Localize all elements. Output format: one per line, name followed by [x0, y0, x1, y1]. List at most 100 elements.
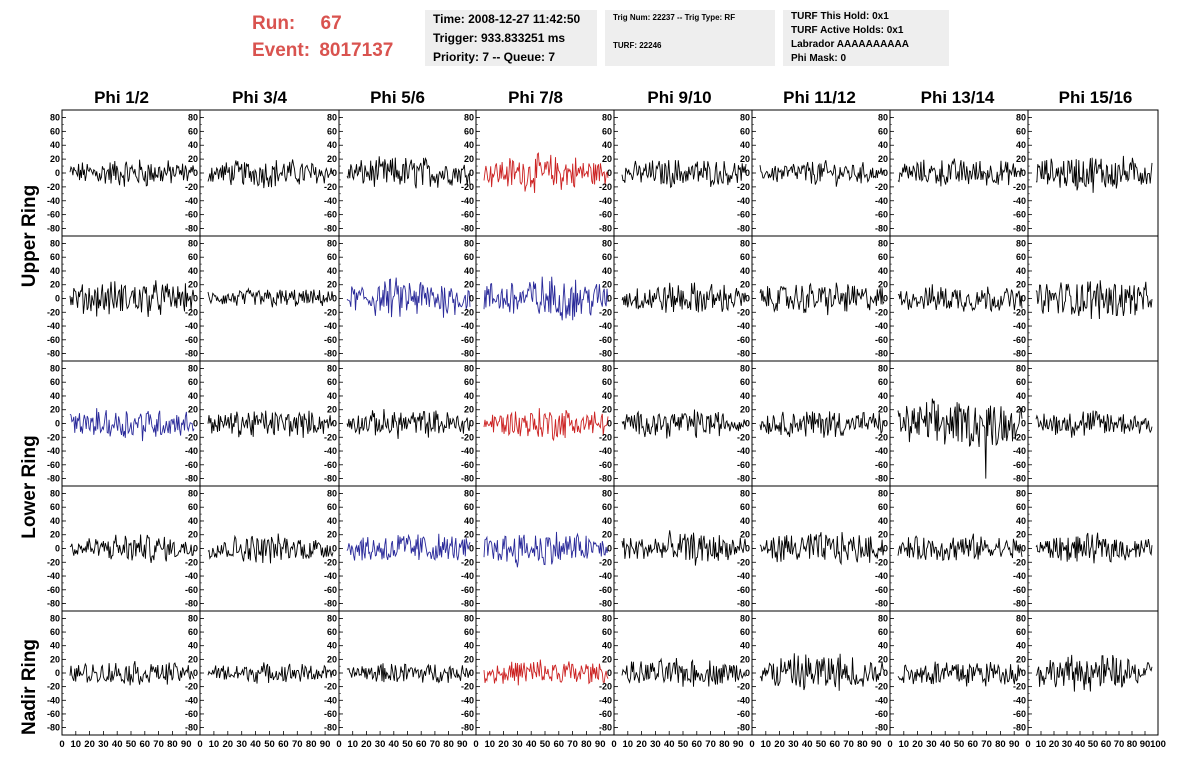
y-tick-label: -80 [737, 599, 750, 609]
y-tick-label: -80 [47, 349, 60, 359]
y-tick-label: -80 [737, 349, 750, 359]
y-tick-label: -20 [599, 182, 612, 192]
y-tick-label: -80 [875, 723, 888, 733]
waveform-trace [621, 409, 747, 439]
x-tick-label: 70 [843, 739, 854, 750]
y-tick-label: 0 [469, 668, 474, 678]
x-tick-label: 0 [1025, 739, 1030, 750]
y-tick-label: 20 [464, 405, 474, 415]
x-tick-label: 10 [623, 739, 634, 750]
y-tick-label: -60 [875, 335, 888, 345]
x-tick-label: 60 [278, 739, 289, 750]
x-tick-label: 60 [830, 739, 841, 750]
y-tick-label: -80 [875, 224, 888, 234]
y-tick-label: -20 [47, 307, 60, 317]
y-tick-label: 60 [1016, 252, 1026, 262]
waveform-trace [621, 282, 747, 313]
y-tick-label: -40 [875, 196, 888, 206]
y-tick-label: -20 [47, 432, 60, 442]
y-tick-label: 40 [188, 516, 198, 526]
event-row: Event: 8017137 [252, 37, 393, 64]
x-tick-label: 50 [1088, 739, 1099, 750]
y-tick-label: -60 [47, 585, 60, 595]
y-tick-label: 20 [878, 530, 888, 540]
y-tick-label: 60 [1016, 502, 1026, 512]
y-tick-label: -20 [875, 557, 888, 567]
y-tick-label: -20 [324, 557, 337, 567]
y-tick-label: -60 [324, 709, 337, 719]
y-tick-label: -60 [1013, 585, 1026, 595]
run-event-box: Run: 67 Event: 8017137 [252, 10, 393, 64]
x-tick-label: 60 [692, 739, 703, 750]
y-tick-label: -40 [47, 196, 60, 206]
y-tick-label: 20 [602, 154, 612, 164]
y-tick-label: 0 [332, 419, 337, 429]
y-tick-label: -20 [737, 307, 750, 317]
y-tick-label: 40 [740, 516, 750, 526]
y-tick-label: -80 [461, 474, 474, 484]
waveform-trace [483, 152, 609, 194]
y-tick-label: 80 [50, 112, 60, 122]
y-tick-label: -40 [1013, 196, 1026, 206]
y-tick-label: 0 [883, 668, 888, 678]
y-tick-label: -80 [1013, 474, 1026, 484]
x-tick-label: 50 [678, 739, 689, 750]
x-tick-label: 50 [402, 739, 413, 750]
y-tick-label: 80 [602, 363, 612, 373]
y-tick-label: 80 [464, 613, 474, 623]
event-label: Event: [252, 40, 311, 61]
y-tick-label: -40 [324, 321, 337, 331]
turf-text: TURF: 22246 [613, 41, 662, 50]
waveform-trace [483, 276, 609, 321]
y-tick-label: 60 [50, 627, 60, 637]
y-tick-label: -80 [185, 474, 198, 484]
y-tick-label: 40 [464, 391, 474, 401]
x-tick-label: 0 [473, 739, 478, 750]
y-tick-label: -40 [185, 695, 198, 705]
x-tick-label: 60 [140, 739, 151, 750]
y-tick-label: 20 [327, 530, 337, 540]
y-tick-label: 80 [188, 488, 198, 498]
x-tick-label: 40 [526, 739, 537, 750]
waveform-trace [1035, 410, 1153, 438]
waveform-trace [621, 657, 747, 687]
y-tick-label: -20 [47, 182, 60, 192]
y-tick-label: -60 [185, 585, 198, 595]
waveform-trace [346, 663, 471, 684]
y-tick-label: -60 [737, 335, 750, 345]
y-tick-label: 20 [464, 654, 474, 664]
y-tick-label: -60 [185, 210, 198, 220]
waveform-trace [69, 660, 195, 686]
y-tick-label: -40 [875, 446, 888, 456]
y-tick-label: 40 [50, 516, 60, 526]
y-tick-label: 60 [327, 377, 337, 387]
x-tick-label: 10 [485, 739, 496, 750]
y-tick-label: 60 [50, 252, 60, 262]
y-tick-label: -80 [461, 349, 474, 359]
y-tick-label: -60 [737, 210, 750, 220]
y-tick-label: 20 [602, 654, 612, 664]
y-tick-label: 0 [193, 544, 198, 554]
y-tick-label: 40 [602, 641, 612, 651]
y-tick-label: 60 [50, 126, 60, 136]
time-text: Time: 2008-12-27 11:42:50 [433, 12, 581, 26]
y-tick-label: -40 [47, 571, 60, 581]
x-tick-label: 70 [1114, 739, 1125, 750]
y-tick-label: 0 [469, 168, 474, 178]
y-tick-label: 60 [878, 502, 888, 512]
y-tick-label: 60 [327, 126, 337, 136]
y-tick-label: 80 [327, 613, 337, 623]
x-tick-label: 0 [336, 739, 341, 750]
y-tick-label: -80 [875, 599, 888, 609]
x-tick-label: 90 [733, 739, 744, 750]
y-tick-label: 80 [464, 112, 474, 122]
y-tick-label: 20 [188, 154, 198, 164]
y-tick-label: -40 [599, 695, 612, 705]
y-tick-label: -80 [599, 599, 612, 609]
y-tick-label: -60 [185, 335, 198, 345]
y-tick-label: -80 [324, 599, 337, 609]
y-tick-label: -20 [875, 682, 888, 692]
waveform-trace [897, 661, 1023, 687]
y-tick-label: 80 [878, 238, 888, 248]
